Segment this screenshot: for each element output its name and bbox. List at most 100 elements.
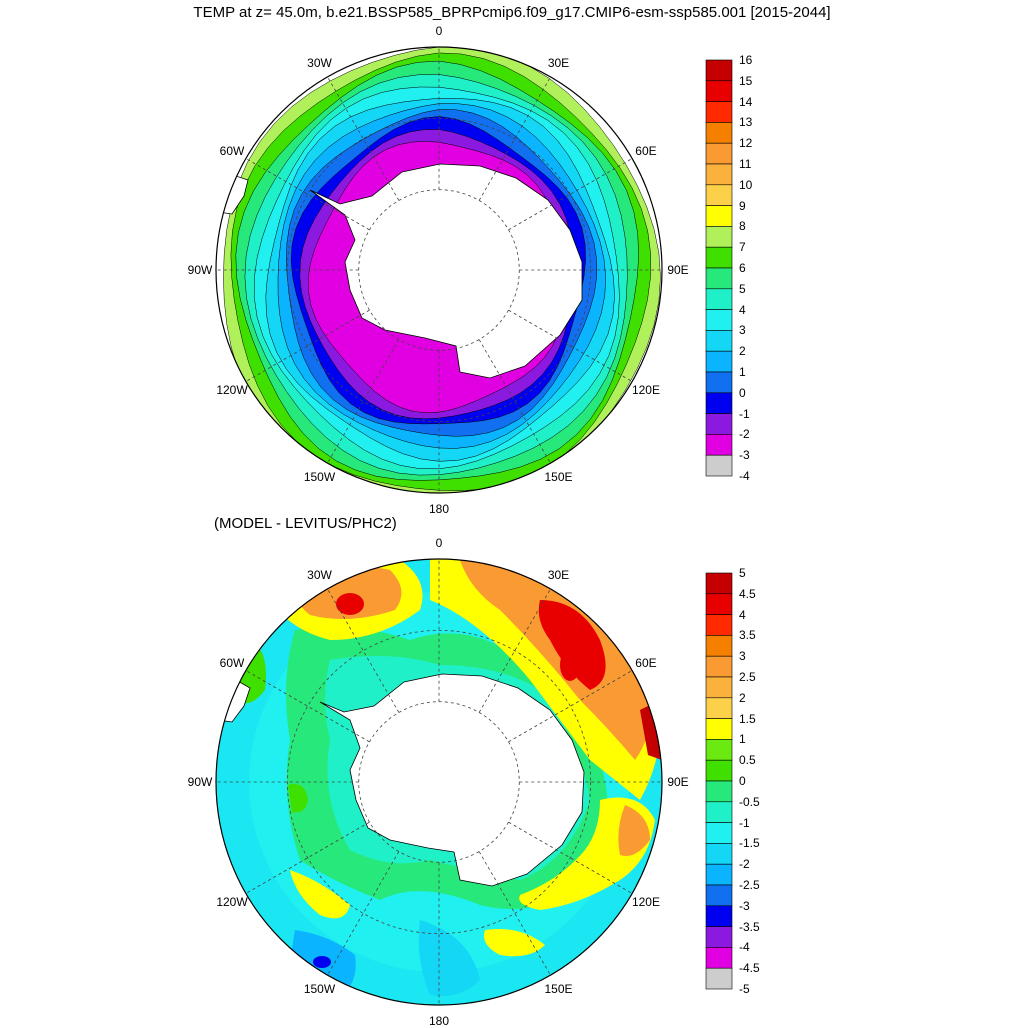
colorbar-swatch	[705, 371, 733, 394]
colorbar-swatch	[705, 246, 733, 269]
colorbar-swatch	[705, 614, 733, 636]
colorbar-tick-label: -3	[739, 898, 750, 913]
colorbar-swatch	[705, 884, 733, 907]
longitude-label: 180	[428, 502, 450, 516]
colorbar-swatch	[705, 801, 733, 823]
colorbar-tick-label: 15	[739, 73, 753, 88]
colorbar-tick-label: 2	[739, 690, 746, 705]
colorbar-tick-label: 3	[739, 323, 746, 338]
longitude-label: 60E	[635, 143, 657, 158]
colorbar-tick-label: -4.5	[739, 961, 760, 976]
colorbar-tick-label: 4.5	[739, 586, 756, 601]
colorbar-swatch	[705, 454, 733, 477]
colorbar-tick-label: 5	[739, 566, 746, 580]
colorbar-swatch	[705, 330, 733, 352]
bottom-colorbar	[705, 572, 733, 990]
top-temperature-map	[215, 46, 663, 494]
colorbar-swatch	[705, 739, 733, 761]
colorbar-tick-label: 4	[739, 607, 746, 622]
colorbar-swatch	[705, 184, 733, 206]
longitude-label: 60W	[219, 655, 245, 670]
colorbar-swatch	[705, 967, 733, 990]
longitude-label: 150W	[303, 981, 336, 996]
bottom-graticule	[216, 559, 662, 1005]
colorbar-swatch	[705, 142, 733, 165]
longitude-label: 150E	[544, 981, 573, 996]
colorbar-tick-label: -4	[739, 469, 750, 483]
longitude-label: 30W	[307, 568, 332, 583]
colorbar-swatch	[705, 718, 733, 740]
colorbar-tick-label: 2.5	[739, 670, 756, 684]
colorbar-swatch	[705, 163, 733, 186]
colorbar-swatch	[705, 655, 733, 678]
longitude-label: 150W	[303, 469, 336, 484]
colorbar-swatch	[705, 780, 733, 803]
colorbar-tick-label: -3	[739, 448, 750, 463]
longitude-label: 30W	[307, 56, 332, 71]
figure-title: TEMP at z= 45.0m, b.e21.BSSP585_BPRPcmip…	[193, 4, 831, 21]
bottom-map-border	[215, 558, 663, 1006]
longitude-label: 60W	[219, 143, 245, 158]
colorbar-swatch	[705, 759, 733, 782]
antarctica-bottom	[319, 673, 585, 887]
colorbar-swatch	[705, 122, 733, 144]
colorbar-tick-label: -1.5	[739, 836, 760, 851]
colorbar-tick-label: 16	[739, 53, 753, 67]
colorbar-tick-label: 7	[739, 240, 746, 255]
longitude-label: 0	[435, 536, 443, 550]
longitude-label: 180	[428, 1014, 450, 1028]
colorbar-swatch	[705, 635, 733, 657]
longitude-label: 120W	[216, 382, 248, 397]
colorbar-tick-label: -2	[739, 857, 750, 872]
top-colorbar	[705, 59, 733, 477]
colorbar-tick-label: -2.5	[739, 878, 760, 892]
longitude-label: 120W	[216, 894, 248, 909]
colorbar-tick-label: 8	[739, 219, 746, 234]
colorbar-tick-label: 4	[739, 302, 746, 317]
longitude-label: 120E	[631, 382, 660, 397]
top-graticule	[216, 47, 662, 493]
colorbar-swatch	[705, 226, 733, 248]
longitude-label: 60E	[635, 655, 657, 670]
colorbar-tick-label: 1	[739, 732, 746, 747]
colorbar-swatch	[705, 822, 733, 844]
colorbar-swatch	[705, 593, 733, 615]
colorbar-tick-label: 9	[739, 198, 746, 213]
longitude-label: 30E	[547, 568, 570, 583]
longitude-label: 90E	[667, 775, 689, 789]
colorbar-swatch	[705, 697, 733, 719]
colorbar-swatch	[705, 863, 733, 886]
colorbar-swatch	[705, 413, 733, 435]
colorbar-swatch	[705, 288, 733, 310]
colorbar-swatch	[705, 392, 733, 414]
colorbar-tick-label: -1	[739, 406, 750, 421]
colorbar-swatch	[705, 676, 733, 699]
colorbar-swatch	[705, 267, 733, 290]
longitude-label: 90W	[187, 263, 213, 277]
colorbar-tick-label: 12	[739, 136, 753, 151]
colorbar-swatch	[705, 59, 733, 82]
longitude-label: 30E	[547, 56, 570, 71]
colorbar-swatch	[705, 572, 733, 595]
colorbar-tick-label: 1.5	[739, 711, 756, 726]
longitude-label: 90E	[667, 263, 689, 277]
colorbar-swatch	[705, 905, 733, 927]
colorbar-tick-label: 1	[739, 365, 746, 379]
colorbar-swatch	[705, 926, 733, 948]
colorbar-tick-label: -0.5	[739, 794, 760, 809]
colorbar-tick-label: -1	[739, 815, 750, 830]
colorbar-tick-label: 3	[739, 649, 746, 664]
colorbar-swatch	[705, 947, 733, 969]
colorbar-tick-label: -2	[739, 427, 750, 442]
bottom-panel-title: (MODEL - LEVITUS/PHC2)	[214, 515, 397, 532]
colorbar-tick-label: -4	[739, 940, 750, 955]
longitude-label: 90W	[187, 775, 213, 789]
colorbar-tick-label: 0	[739, 385, 746, 400]
colorbar-tick-label: 13	[739, 115, 753, 130]
longitude-label: 0	[435, 24, 443, 38]
colorbar-swatch	[705, 350, 733, 373]
top-map-border	[215, 46, 663, 494]
colorbar-tick-label: 11	[739, 157, 752, 171]
